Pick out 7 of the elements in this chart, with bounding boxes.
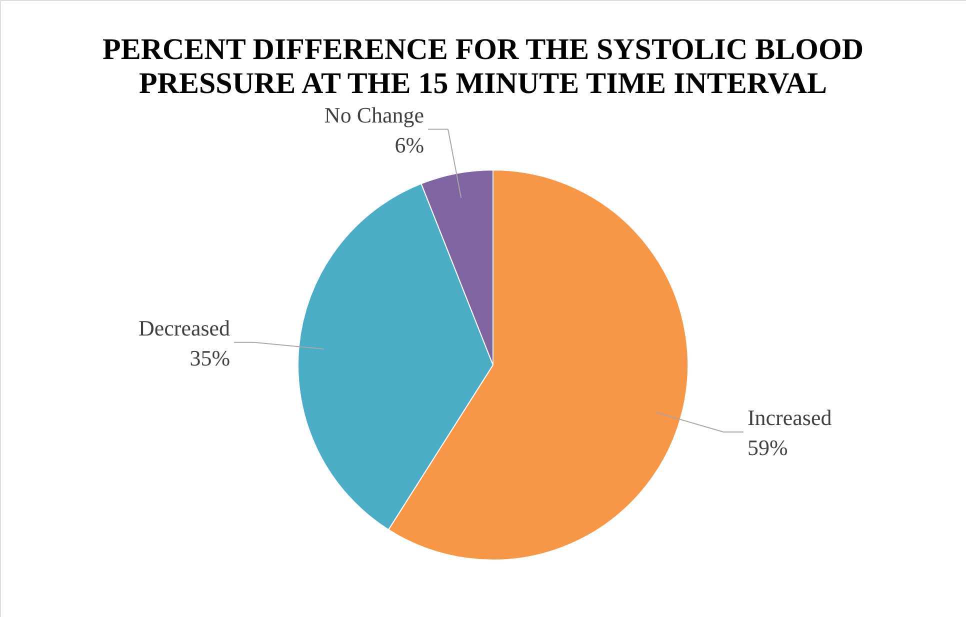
- chart-title: PERCENT DIFFERENCE FOR THE SYSTOLIC BLOOD PRESSURE AT THE 15 MINUTE TIME INTERVAL: [102, 33, 864, 100]
- slice-label: Increased: [747, 404, 832, 430]
- slice-label: Decreased: [138, 315, 230, 340]
- data-label: 6%: [394, 132, 424, 158]
- data-label: 35%: [190, 345, 230, 370]
- data-label: 59%: [747, 434, 788, 460]
- slice-label: No Change: [324, 102, 424, 128]
